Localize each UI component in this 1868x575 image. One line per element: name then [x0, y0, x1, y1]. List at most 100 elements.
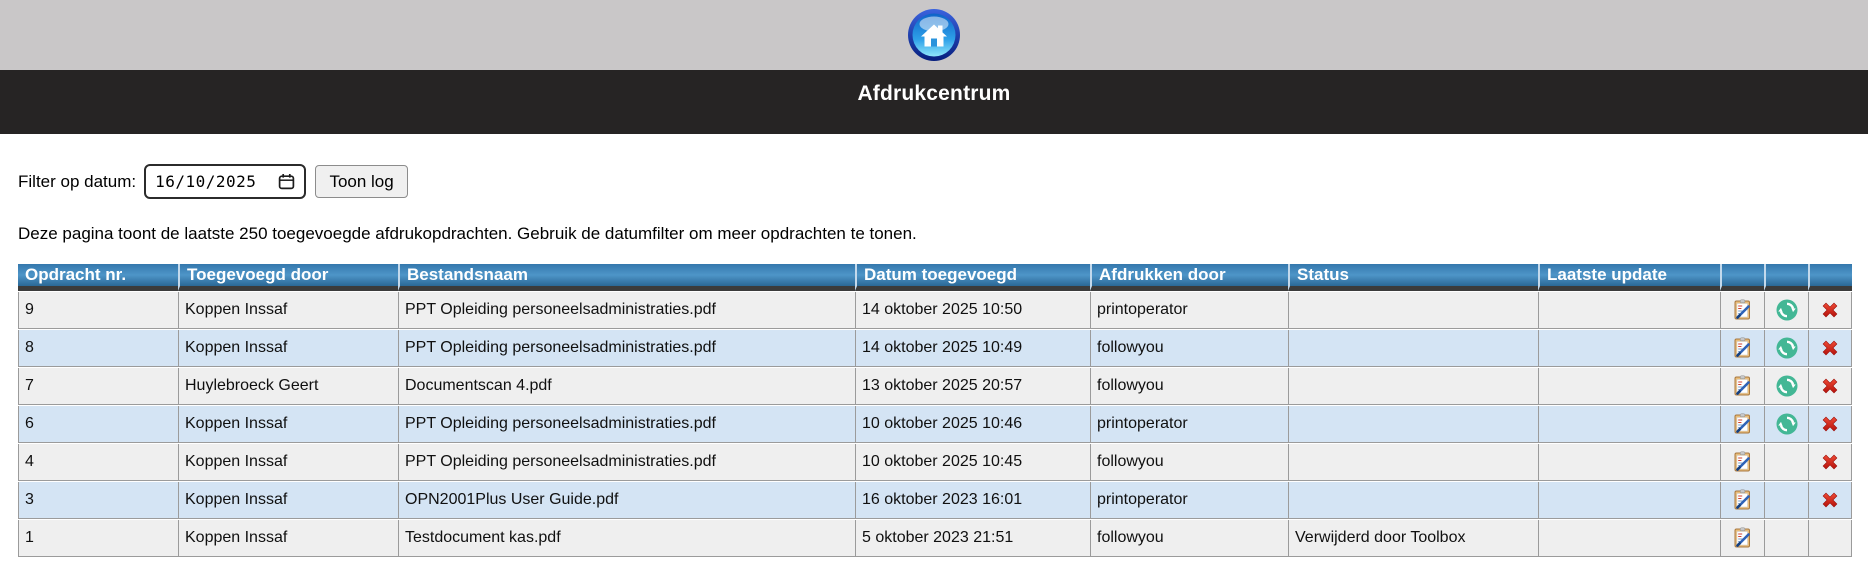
edit-log-button[interactable]	[1731, 374, 1755, 398]
cell-toegevoegd-door: Koppen Inssaf	[178, 330, 398, 367]
cell-toegevoegd-door: Huylebroeck Geert	[178, 368, 398, 405]
home-button[interactable]	[907, 8, 961, 62]
filter-row: Filter op datum: 16/10/2025 Toon log	[18, 164, 1868, 199]
cell-status	[1288, 292, 1538, 329]
col-opdracht-nr: Opdracht nr.	[18, 264, 178, 291]
table-row: 6 Koppen Inssaf PPT Opleiding personeels…	[18, 406, 1852, 443]
reprint-icon	[1776, 337, 1797, 359]
edit-log-button[interactable]	[1731, 298, 1755, 322]
delete-icon	[1822, 492, 1838, 508]
calendar-icon[interactable]	[278, 173, 295, 190]
edit-log-icon	[1734, 299, 1750, 320]
home-icon	[908, 9, 960, 61]
table-row: 1 Koppen Inssaf Testdocument kas.pdf 5 o…	[18, 520, 1852, 557]
col-reprint-actions	[1764, 264, 1808, 291]
cell-datum-toegevoegd: 16 oktober 2023 16:01	[855, 482, 1090, 519]
delete-button[interactable]	[1818, 488, 1842, 512]
cell-status	[1288, 406, 1538, 443]
date-value: 16/10/2025	[155, 172, 257, 191]
delete-button[interactable]	[1818, 298, 1842, 322]
cell-toegevoegd-door: Koppen Inssaf	[178, 292, 398, 329]
edit-log-button[interactable]	[1731, 336, 1755, 360]
cell-opdracht-nr: 1	[18, 520, 178, 557]
cell-laatste-update	[1538, 292, 1720, 329]
cell-toegevoegd-door: Koppen Inssaf	[178, 520, 398, 557]
cell-datum-toegevoegd: 10 oktober 2025 10:46	[855, 406, 1090, 443]
reprint-button[interactable]	[1775, 412, 1799, 436]
reprint-button[interactable]	[1775, 336, 1799, 360]
delete-button[interactable]	[1818, 374, 1842, 398]
cell-laatste-update	[1538, 330, 1720, 367]
edit-log-icon	[1734, 451, 1750, 472]
cell-afdrukken-door: followyou	[1090, 520, 1288, 557]
page: Afdrukcentrum Filter op datum: 16/10/202…	[0, 0, 1868, 558]
cell-afdrukken-door: followyou	[1090, 330, 1288, 367]
cell-afdrukken-door: followyou	[1090, 368, 1288, 405]
col-laatste-update: Laatste update	[1538, 264, 1720, 291]
cell-afdrukken-door: printoperator	[1090, 292, 1288, 329]
cell-afdrukken-door: followyou	[1090, 444, 1288, 481]
cell-toegevoegd-door: Koppen Inssaf	[178, 482, 398, 519]
edit-log-icon	[1734, 527, 1750, 548]
delete-button[interactable]	[1818, 450, 1842, 474]
table-row: 8 Koppen Inssaf PPT Opleiding personeels…	[18, 330, 1852, 367]
cell-datum-toegevoegd: 14 oktober 2025 10:50	[855, 292, 1090, 329]
delete-icon	[1822, 378, 1838, 394]
cell-datum-toegevoegd: 10 oktober 2025 10:45	[855, 444, 1090, 481]
cell-bestandsnaam: Documentscan 4.pdf	[398, 368, 855, 405]
cell-opdracht-nr: 8	[18, 330, 178, 367]
delete-icon	[1822, 340, 1838, 356]
cell-datum-toegevoegd: 14 oktober 2025 10:49	[855, 330, 1090, 367]
cell-bestandsnaam: Testdocument kas.pdf	[398, 520, 855, 557]
cell-datum-toegevoegd: 5 oktober 2023 21:51	[855, 520, 1090, 557]
reprint-button[interactable]	[1775, 298, 1799, 322]
col-bestandsnaam: Bestandsnaam	[398, 264, 855, 291]
delete-icon	[1822, 416, 1838, 432]
edit-log-button[interactable]	[1731, 450, 1755, 474]
print-jobs-table: Opdracht nr. Toegevoegd door Bestandsnaa…	[18, 263, 1852, 558]
edit-log-icon	[1734, 489, 1750, 510]
cell-status	[1288, 444, 1538, 481]
page-title: Afdrukcentrum	[857, 82, 1011, 105]
edit-log-button[interactable]	[1731, 526, 1755, 550]
cell-laatste-update	[1538, 368, 1720, 405]
edit-log-icon	[1734, 337, 1750, 358]
edit-log-button[interactable]	[1731, 488, 1755, 512]
table-header-row: Opdracht nr. Toegevoegd door Bestandsnaa…	[18, 264, 1852, 291]
filter-label: Filter op datum:	[18, 171, 137, 191]
cell-bestandsnaam: PPT Opleiding personeelsadministraties.p…	[398, 406, 855, 443]
edit-log-icon	[1734, 375, 1750, 396]
cell-datum-toegevoegd: 13 oktober 2025 20:57	[855, 368, 1090, 405]
cell-afdrukken-door: printoperator	[1090, 406, 1288, 443]
topbar	[0, 0, 1868, 70]
cell-laatste-update	[1538, 520, 1720, 557]
cell-opdracht-nr: 9	[18, 292, 178, 329]
cell-laatste-update	[1538, 444, 1720, 481]
edit-log-button[interactable]	[1731, 412, 1755, 436]
cell-opdracht-nr: 7	[18, 368, 178, 405]
delete-icon	[1822, 302, 1838, 318]
reprint-button[interactable]	[1775, 374, 1799, 398]
cell-bestandsnaam: PPT Opleiding personeelsadministraties.p…	[398, 444, 855, 481]
col-status: Status	[1288, 264, 1538, 291]
table-row: 9 Koppen Inssaf PPT Opleiding personeels…	[18, 292, 1852, 329]
table-row: 7 Huylebroeck Geert Documentscan 4.pdf 1…	[18, 368, 1852, 405]
content: Filter op datum: 16/10/2025 Toon log Dez…	[0, 134, 1868, 558]
cell-laatste-update	[1538, 406, 1720, 443]
cell-bestandsnaam: PPT Opleiding personeelsadministraties.p…	[398, 330, 855, 367]
cell-status	[1288, 330, 1538, 367]
date-input[interactable]: 16/10/2025	[144, 164, 307, 199]
edit-log-icon	[1734, 413, 1750, 434]
col-datum-toegevoegd: Datum toegevoegd	[855, 264, 1090, 291]
cell-opdracht-nr: 6	[18, 406, 178, 443]
cell-status	[1288, 482, 1538, 519]
reprint-icon	[1776, 299, 1797, 321]
table-row: 4 Koppen Inssaf PPT Opleiding personeels…	[18, 444, 1852, 481]
toon-log-button[interactable]: Toon log	[315, 165, 408, 198]
cell-opdracht-nr: 4	[18, 444, 178, 481]
titlebar: Afdrukcentrum	[0, 70, 1868, 134]
delete-button[interactable]	[1818, 412, 1842, 436]
col-toegevoegd-door: Toegevoegd door	[178, 264, 398, 291]
delete-button[interactable]	[1818, 336, 1842, 360]
reprint-icon	[1776, 413, 1797, 435]
